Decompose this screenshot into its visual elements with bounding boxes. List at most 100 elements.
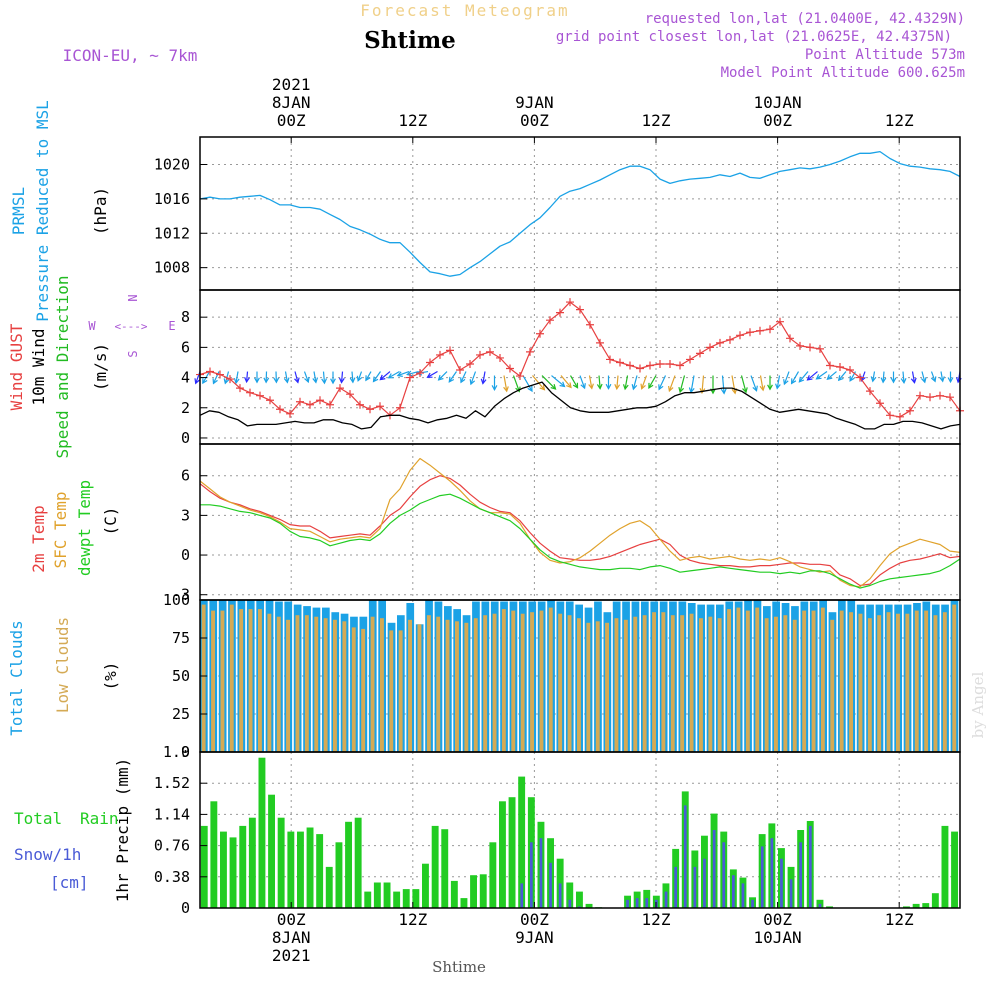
wind-arrow-head: [678, 386, 685, 394]
low-cloud-bar: [333, 619, 337, 752]
wind-arrow-head: [930, 376, 937, 383]
low-cloud-bar: [501, 609, 506, 752]
rain-bar: [248, 817, 256, 908]
wind-arrow: [427, 371, 438, 378]
sfc-temp-label: SFC Temp: [51, 491, 70, 568]
wind-arrow: [522, 375, 533, 392]
y-tick-label: 1.52: [154, 774, 190, 792]
wind-arrow: [388, 371, 400, 379]
gust-marker: [506, 364, 514, 373]
low-cloud-bar: [548, 607, 553, 752]
wind-arrow-head: [798, 376, 805, 383]
wind-arrow: [598, 375, 601, 389]
wind-speed-line: [199, 381, 961, 430]
low-cloud-bar: [229, 604, 234, 752]
temp-line-1: [199, 457, 961, 588]
top-time-label: 10JAN: [754, 93, 802, 112]
temp-line-0: [199, 475, 961, 587]
wind-arrow-head: [194, 378, 200, 385]
low-cloud-bar: [323, 618, 328, 752]
rain-bar: [826, 906, 833, 908]
low-cloud-bar: [774, 616, 778, 752]
wind-arrow-head: [365, 375, 371, 382]
low-cloud-bar: [558, 613, 563, 752]
low-cloud-bar: [755, 607, 760, 752]
wind-arrow-head: [572, 382, 579, 389]
y-tick-label: 3: [181, 506, 190, 524]
top-time-label: 8JAN: [272, 93, 311, 112]
wind-arrow: [245, 371, 249, 382]
wind-arrow: [294, 371, 299, 383]
wind-arrow: [641, 375, 648, 389]
low-cloud-bar: [839, 610, 844, 752]
wind-arrow-head: [947, 377, 954, 384]
gust-marker: [726, 335, 734, 344]
product-title: Forecast Meteogram: [360, 1, 569, 20]
gust-marker: [436, 350, 444, 359]
low-cloud-bar: [314, 616, 319, 752]
gust-marker: [516, 372, 524, 381]
low-cloud-bar: [464, 622, 469, 752]
wind-arrow-head: [767, 384, 773, 391]
low-cloud-bar: [595, 621, 600, 752]
snow-bar: [799, 842, 802, 908]
wind-arrow-head: [815, 374, 822, 380]
wind-arrow-head: [580, 383, 586, 390]
wind-arrow: [322, 371, 326, 384]
wind-arrow: [882, 371, 885, 383]
wind-arrow: [816, 371, 828, 380]
panel-frame-precip: [199, 751, 961, 909]
wind-arrow-head: [939, 376, 945, 383]
clouds-unit: (%): [101, 662, 120, 691]
low-cloud-bar: [417, 624, 422, 752]
wind-arrow-head: [294, 377, 300, 384]
rain-bar: [277, 817, 285, 908]
gust-marker: [456, 366, 464, 375]
wind-arrow-head: [263, 377, 270, 384]
y-tick-label: 1.9: [163, 743, 190, 761]
low-cloud-bar: [708, 616, 713, 752]
gust-marker: [836, 363, 844, 371]
snow-bar: [683, 805, 687, 908]
wind-arrow-head: [920, 377, 927, 384]
temp-unit: (C): [101, 507, 120, 536]
wind-arrow-head: [396, 371, 403, 377]
rain-bar: [316, 834, 324, 908]
low-cloud-bar: [942, 612, 947, 752]
bottom-time-label: 12Z: [885, 910, 914, 929]
rain-bar: [566, 882, 574, 908]
y-tick-label: 1008: [154, 259, 190, 277]
gust-marker: [446, 346, 454, 355]
wind-arrow: [658, 375, 667, 390]
low-cloud-bar: [248, 609, 253, 752]
y-tick-label: 0: [181, 546, 190, 564]
rain-bar: [460, 898, 468, 908]
point-altitude: Point Altitude 573m: [805, 47, 965, 63]
rain-bar: [239, 825, 247, 908]
y-tick-label: 0.76: [154, 837, 190, 855]
wind-arrow-head: [312, 377, 319, 384]
wind-arrow: [365, 371, 372, 381]
low-cloud-bar: [520, 613, 525, 752]
location-title: Shtime: [364, 27, 456, 54]
low-cloud-bar: [539, 610, 544, 752]
wind-arrow-head: [826, 374, 833, 381]
wind-arrow-head: [880, 377, 887, 384]
gust-marker: [356, 400, 364, 409]
gust-marker: [426, 358, 434, 367]
pressure-label-2: Pressure Reduced to MSL: [33, 100, 52, 322]
low-cloud-bar: [736, 607, 741, 752]
top-time-label: 2021: [272, 75, 311, 94]
wind-arrow-head: [448, 376, 455, 383]
snow-bar: [703, 858, 706, 908]
rain-bar: [499, 801, 506, 908]
wind-arrow: [783, 371, 790, 385]
wind-direction-label: Speed and Direction: [53, 275, 72, 458]
wind-arrow: [750, 375, 758, 391]
y-tick-label: 2: [181, 399, 190, 417]
y-tick-label: 0: [181, 429, 190, 447]
snow-bar: [674, 866, 677, 908]
wind-arrow-head: [527, 385, 533, 393]
